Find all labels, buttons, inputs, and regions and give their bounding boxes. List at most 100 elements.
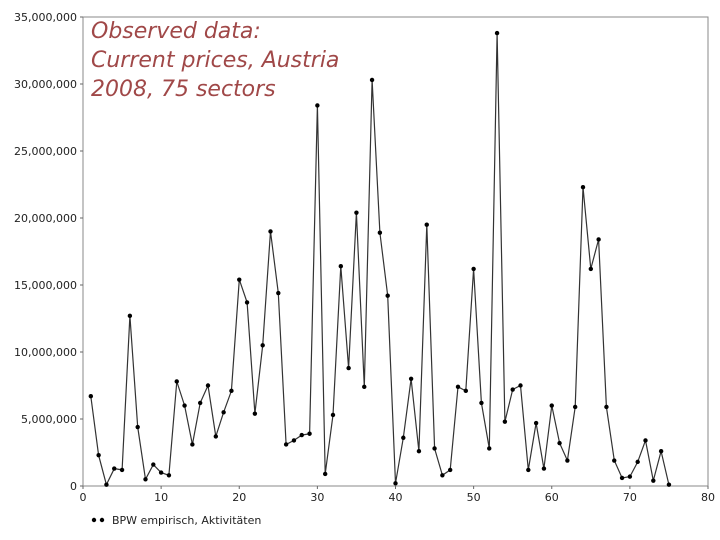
- data-point: [307, 431, 312, 436]
- data-point: [565, 458, 570, 463]
- data-point: [330, 412, 336, 418]
- data-point: [494, 30, 500, 36]
- data-point: [166, 473, 172, 478]
- data-point: [213, 434, 219, 439]
- x-tick-label: 0: [80, 491, 87, 504]
- data-point: [541, 466, 547, 471]
- data-point: [338, 264, 344, 269]
- data-point: [487, 446, 492, 451]
- data-point: [619, 475, 625, 481]
- data-point: [276, 290, 281, 296]
- series: [88, 30, 672, 487]
- data-point: [385, 293, 390, 298]
- legend: BPW empirisch, Aktivitäten: [91, 514, 261, 527]
- x-tick-label: 70: [623, 491, 637, 504]
- x-tick-label: 30: [310, 491, 324, 504]
- data-point: [362, 384, 367, 390]
- data-point: [260, 343, 265, 348]
- data-point: [182, 403, 187, 408]
- annotation-line: Current prices, Austria: [91, 48, 339, 73]
- data-point: [471, 266, 476, 272]
- legend-label: BPW empirisch, Aktivitäten: [112, 514, 261, 527]
- data-point: [252, 411, 258, 416]
- y-tick-label: 25,000,000: [14, 145, 77, 158]
- data-point: [658, 448, 664, 454]
- data-point: [205, 383, 211, 388]
- axes: 0 5,000,000 10,000,000 15,000,000 20,000,000…: [14, 11, 715, 504]
- data-point: [112, 466, 117, 471]
- annotation-line: Observed data:: [91, 19, 261, 44]
- data-point: [88, 394, 94, 399]
- data-point: [408, 376, 414, 381]
- annotation: Observed data: Current prices, Austria 200…: [91, 19, 339, 102]
- data-point: [596, 237, 601, 242]
- y-tick-label: 30,000,000: [14, 78, 77, 91]
- x-tick-label: 20: [232, 491, 246, 504]
- plot-area: [82, 16, 709, 487]
- data-point: [580, 184, 586, 190]
- data-point: [127, 313, 133, 319]
- data-point: [135, 424, 140, 430]
- data-point: [455, 384, 461, 390]
- data-point: [401, 435, 406, 440]
- data-point: [627, 474, 633, 479]
- data-point: [447, 467, 453, 473]
- data-point: [104, 482, 109, 487]
- data-point: [612, 458, 617, 463]
- x-tick-label: 80: [701, 491, 715, 504]
- data-point: [463, 388, 469, 394]
- data-point: [174, 379, 179, 384]
- legend-marker: [99, 517, 105, 523]
- data-point: [315, 103, 320, 108]
- data-point: [651, 478, 656, 483]
- data-point: [354, 210, 359, 215]
- data-point: [526, 467, 531, 473]
- data-point: [283, 442, 289, 447]
- data-point: [244, 300, 250, 305]
- data-point: [479, 400, 484, 406]
- data-point: [346, 365, 351, 371]
- data-point: [416, 448, 422, 454]
- x-tick-label: 50: [467, 491, 481, 504]
- data-point: [221, 410, 226, 415]
- data-point: [377, 230, 383, 235]
- data-point: [322, 471, 328, 477]
- data-point: [635, 459, 640, 465]
- y-tick-label: 15,000,000: [14, 279, 77, 292]
- data-point: [643, 438, 648, 443]
- y-tick-label: 20,000,000: [14, 212, 77, 225]
- x-tick-label: 10: [154, 491, 168, 504]
- x-tick-label: 40: [389, 491, 403, 504]
- annotation-line: 2008, 75 sectors: [91, 77, 276, 102]
- data-point: [604, 404, 609, 410]
- data-point: [119, 467, 125, 473]
- data-point: [229, 388, 234, 394]
- data-point: [518, 383, 523, 388]
- y-tick-label: 10,000,000: [14, 346, 77, 359]
- data-point: [393, 481, 398, 486]
- data-point: [197, 400, 203, 406]
- data-point: [151, 462, 156, 467]
- data-point: [190, 442, 195, 447]
- legend-marker: [91, 517, 97, 523]
- data-point: [158, 470, 164, 475]
- data-point: [502, 419, 508, 424]
- data-point: [440, 473, 445, 478]
- y-tick-label: 35,000,000: [14, 11, 77, 24]
- data-point: [291, 438, 297, 443]
- data-point: [299, 432, 304, 438]
- data-point: [424, 222, 429, 227]
- data-point: [510, 387, 515, 392]
- data-point: [369, 77, 375, 83]
- data-point: [549, 403, 554, 408]
- data-point: [96, 452, 101, 458]
- data-point: [557, 440, 562, 446]
- data-point: [432, 446, 437, 451]
- data-point: [143, 477, 148, 482]
- data-point: [588, 266, 594, 272]
- y-tick-label: 5,000,000: [21, 413, 77, 426]
- data-point: [533, 420, 539, 426]
- x-tick-label: 60: [545, 491, 559, 504]
